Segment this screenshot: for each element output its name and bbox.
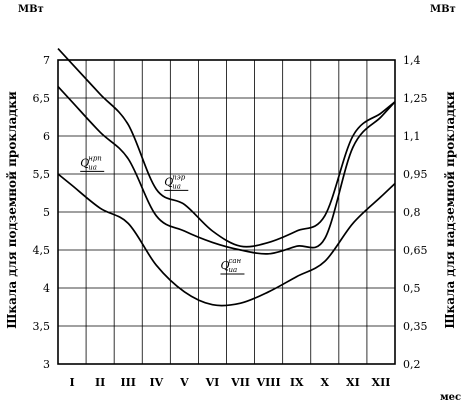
plot-frame bbox=[57, 59, 396, 365]
series-line-per bbox=[57, 86, 396, 255]
x-tick-label: VI bbox=[205, 376, 220, 389]
x-tick-label: VIII bbox=[256, 376, 281, 389]
right-tick-label: 0,95 bbox=[403, 168, 428, 181]
right-tick-label: 1,1 bbox=[403, 130, 421, 143]
series-label-main: Q bbox=[220, 259, 229, 272]
series-line-san bbox=[57, 173, 396, 307]
x-tick-label: XI bbox=[346, 376, 360, 389]
right-axis-title: Шкала для надземной прокладки bbox=[443, 91, 457, 328]
left-axis-unit: МВт bbox=[18, 4, 44, 15]
series-label-sub: ua bbox=[172, 182, 181, 190]
series-line-nrp bbox=[57, 48, 396, 248]
series-label-sup: сан bbox=[228, 257, 241, 265]
x-tick-label: XII bbox=[372, 376, 391, 389]
series-label-sup: нрп bbox=[88, 154, 102, 162]
right-tick-label: 0,65 bbox=[403, 244, 428, 257]
left-tick-label: 5 bbox=[43, 206, 50, 219]
left-tick-label: 3 bbox=[43, 358, 50, 371]
series-label-sub: ua bbox=[88, 163, 97, 171]
right-tick-label: 0,8 bbox=[403, 206, 421, 219]
right-tick-label: 0,35 bbox=[403, 320, 428, 333]
series-label-main: Q bbox=[80, 156, 89, 169]
left-tick-label: 4 bbox=[43, 282, 50, 295]
x-tick-label: V bbox=[179, 376, 189, 389]
x-tick-label: I bbox=[69, 376, 74, 389]
series-label-sub: ua bbox=[228, 266, 237, 274]
left-tick-label: 7 bbox=[43, 54, 50, 67]
left-tick-label: 3,5 bbox=[33, 320, 51, 333]
right-tick-label: 1,4 bbox=[403, 54, 421, 67]
right-axis-unit: МВт bbox=[430, 4, 456, 15]
series-label-main: Q bbox=[164, 175, 173, 188]
x-axis-label: мес bbox=[440, 392, 461, 403]
right-tick-label: 0,2 bbox=[403, 358, 421, 371]
left-tick-label: 4,5 bbox=[33, 244, 51, 257]
left-axis-title: Шкала для подземной прокладки bbox=[5, 91, 19, 329]
x-tick-label: IV bbox=[149, 376, 163, 389]
x-tick-label: VII bbox=[230, 376, 250, 389]
x-tick-label: III bbox=[120, 376, 135, 389]
x-tick-label: IX bbox=[290, 376, 304, 389]
right-tick-label: 0,5 bbox=[403, 282, 421, 295]
series-label-sup: пэр bbox=[172, 173, 185, 181]
x-tick-label: II bbox=[95, 376, 105, 389]
series-lines bbox=[57, 48, 396, 307]
left-tick-label: 6 bbox=[43, 130, 50, 143]
right-tick-label: 1,25 bbox=[403, 92, 428, 105]
left-tick-label: 5,5 bbox=[33, 168, 51, 181]
axes: 3 3,5 4 4,5 5 5,5 6 6,5 7 0,2 0,35 0,5 0,65 0,8 0,95 1,… bbox=[33, 54, 428, 389]
left-tick-label: 6,5 bbox=[33, 92, 51, 105]
x-tick-label: X bbox=[321, 376, 330, 389]
